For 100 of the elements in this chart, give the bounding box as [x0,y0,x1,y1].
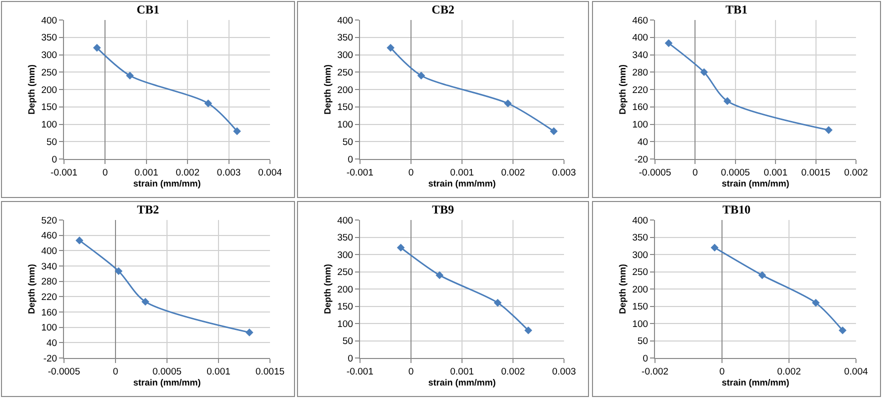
point [550,127,558,136]
y-tick-label: 50 [342,136,354,148]
x-tick-label: 0.002 [176,167,200,178]
y-tick-label: 400 [632,215,648,226]
point [417,72,426,80]
x-axis-title: strain (mm/mm) [722,377,790,388]
y-tick-label: 160 [632,102,648,114]
x-tick-label: 0.001 [450,366,474,378]
y-tick-label: 400 [337,15,354,26]
point [233,127,241,136]
y-tick-label: 50 [638,336,648,348]
x-axis-title: strain (mm/mm) [722,178,790,188]
y-axis-title: Depth (mm) [618,64,628,114]
x-tick-label: -0.001 [346,167,374,178]
point [76,236,84,244]
y-tick-label: 50 [342,336,354,348]
x-tick-label: 0.002 [777,366,801,378]
y-tick-label: 350 [337,232,354,244]
point [436,271,444,280]
chart-title: CB1 [136,2,160,16]
y-tick-label: 220 [632,84,648,96]
y-tick-label: 400 [41,246,58,257]
y-tick-label: 250 [632,267,648,278]
y-axis-title: Depth (mm) [26,64,37,114]
chart-title: CB2 [432,2,454,16]
x-tick-label: 0.004 [844,366,868,378]
point [758,271,766,280]
x-tick-label: 0.003 [552,366,576,378]
y-tick-label: 350 [337,32,354,44]
x-tick-label: -0.002 [642,366,668,378]
x-tick-label: -0.0005 [638,167,672,178]
y-tick-label: 150 [337,302,354,313]
point [838,326,846,334]
y-tick-label: 0 [348,353,354,364]
x-tick-label: -0.001 [346,366,374,378]
y-tick-label: 350 [632,232,648,244]
y-tick-label: 250 [337,67,354,78]
y-tick-label: 100 [632,318,648,330]
y-tick-label: 160 [41,307,58,318]
x-tick-label: 0.002 [844,167,868,178]
x-tick-label: 0 [112,366,118,378]
point [114,267,122,276]
point [812,298,820,307]
y-tick-label: 400 [632,32,648,44]
x-axis-title: strain (mm/mm) [428,178,496,188]
point [700,68,708,76]
x-tick-label: 0.004 [258,167,282,178]
y-tick-label: 0 [52,154,58,166]
y-tick-label: 40 [46,338,58,349]
x-axis-title: strain (mm/mm) [133,377,201,388]
point [386,44,394,52]
y-tick-label: 100 [41,322,58,334]
y-tick-label: 150 [41,102,58,114]
x-tick-label: 0 [408,167,414,178]
x-tick-label: 0 [102,167,108,178]
y-tick-label: 300 [632,250,648,261]
point [524,326,532,334]
point [723,97,732,105]
point [504,100,512,108]
x-tick-label: 0.0015 [255,366,285,378]
y-tick-label: 300 [41,50,58,62]
y-tick-label: 0 [348,154,354,166]
y-tick-label: 300 [337,250,354,261]
point [204,100,212,108]
y-tick-label: 280 [632,67,648,78]
x-tick-label: 0.002 [501,366,525,378]
point [93,44,101,52]
x-axis-title: strain (mm/mm) [428,377,496,388]
y-tick-label: 200 [337,84,354,96]
y-tick-label: 460 [41,230,58,242]
x-tick-label: 0.001 [134,167,158,178]
y-tick-label: 40 [638,136,648,148]
x-tick-label: 0.001 [206,366,230,378]
x-tick-label: 0.0005 [152,366,182,378]
y-tick-label: 460 [632,15,648,26]
point [126,72,134,80]
y-tick-label: 100 [337,120,354,131]
point [664,39,673,48]
y-tick-label: 200 [41,84,58,96]
y-tick-label: 350 [41,32,58,44]
chart-title: TB10 [722,202,751,216]
point [710,244,719,252]
chart-title: TB9 [432,202,454,216]
point [494,298,502,307]
y-tick-label: 300 [337,50,354,62]
x-tick-label: 0 [408,366,414,378]
x-tick-label: 0.003 [216,167,241,178]
x-tick-label: 0 [692,167,698,178]
chart-title: TB2 [136,202,160,216]
y-tick-label: 150 [337,102,354,114]
y-tick-label: 100 [632,120,648,131]
y-tick-label: 280 [41,276,58,288]
y-tick-label: 250 [337,267,354,278]
y-tick-label: -20 [43,353,58,364]
x-tick-label: 0 [719,366,725,378]
y-tick-label: 340 [41,261,58,272]
y-tick-label: 340 [632,50,648,62]
x-tick-label: -0.001 [50,167,78,178]
y-tick-label: 50 [46,136,58,148]
chart-title: TB1 [725,2,748,16]
